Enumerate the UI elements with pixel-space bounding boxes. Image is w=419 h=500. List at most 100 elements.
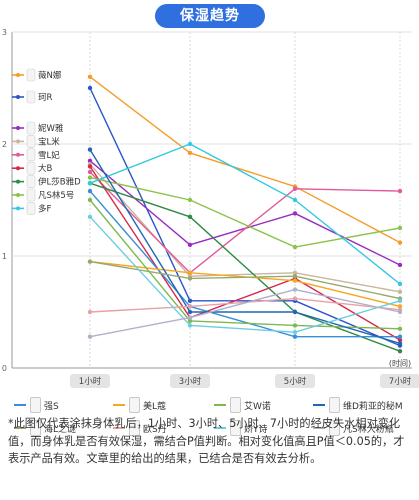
series-line [89,182,401,352]
data-point [187,309,193,315]
data-point [87,85,93,91]
x-tick-label: 5小时 [284,376,307,387]
data-point [292,244,298,250]
x-tick-label: 3小时 [179,376,202,387]
data-point [397,309,403,315]
series-line [89,143,401,285]
data-point [292,296,298,301]
legend-marker [16,73,20,77]
legend-item: 强S [14,397,59,413]
data-point [292,278,298,283]
legend-label: 欧S丹 [143,424,167,435]
product-bottle-icon [129,397,140,413]
data-point [187,318,193,324]
legend-label: 珂R [38,93,53,103]
data-point [187,197,193,203]
series-line [89,260,401,300]
product-bottle-icon [329,420,340,436]
data-point [292,273,298,279]
series-line [89,297,401,313]
series-line [89,160,401,266]
data-point [292,211,298,216]
series-line [89,288,401,338]
data-point [397,289,403,295]
data-point [87,158,93,163]
legend-label: 娇Y诗 [244,424,268,435]
data-point [87,147,93,152]
legend-marker [16,126,20,130]
data-point [87,188,93,194]
data-point [87,259,93,264]
data-point [292,329,298,335]
data-point [187,315,193,320]
legend-product-icon [26,121,36,135]
data-point [397,225,403,231]
legend-label: 薇N娜 [38,70,62,81]
legend-label: 雪L妃 [38,150,60,161]
data-point [292,270,298,275]
legend-label: 伊L莎B雅D [38,177,81,188]
data-point [292,287,298,292]
data-point [397,188,403,194]
chart-title: 保湿趋势 [155,4,265,28]
legend-product-icon [26,68,36,82]
x-tick-label: 7小时 [389,376,412,387]
legend-label: 维D莉亚的秘M [343,401,403,412]
legend-marker [16,152,20,157]
data-point [187,214,193,219]
legend-marker [16,95,20,99]
data-point [397,262,403,268]
legend-item: 凡S林大粉瓶 [313,420,394,436]
legend-item: 艾W诺 [214,397,271,413]
legend-label: 美L蔻 [143,401,167,412]
x-tick-bg [170,374,210,388]
legend-label: 大B [38,163,53,174]
series-line [89,149,401,345]
x-tick-label: 1小时 [79,376,102,387]
data-point [187,141,193,147]
data-point [292,309,298,315]
data-point [292,334,298,339]
y-tick-label: 2 [2,140,7,149]
data-point [397,298,403,303]
data-point [187,270,193,275]
data-point [87,169,93,175]
legend-label: 妮W雅 [38,123,64,134]
legend-product-icon [26,135,36,148]
product-bottle-icon [30,420,41,436]
data-point [187,298,193,303]
product-bottle-icon [230,397,241,413]
legend-marker [16,206,20,211]
series-line [89,87,401,347]
legend-item: 美L蔻 [113,397,166,413]
data-point [187,304,193,309]
product-bottle-icon [230,420,241,436]
x-tick-bg [380,374,419,388]
legend-label: 凡S林大粉瓶 [343,424,394,435]
data-point [87,197,93,203]
legend-item: 娇Y诗 [214,420,268,436]
series-line [89,166,401,341]
legend-item: 维D莉亚的秘M [313,397,403,413]
legend-label: 强S [44,401,59,412]
legend-marker [16,179,20,184]
y-tick-label: 3 [2,28,7,37]
legend-label: 多F [38,203,52,214]
data-point [397,240,403,245]
legend-label: 海L之谜 [44,424,77,435]
legend-swatch [14,427,26,429]
data-point [397,326,403,331]
legend-swatch [313,404,325,406]
legend-item: 欧S丹 [113,420,167,436]
data-point [87,175,93,180]
legend-swatch [14,404,26,406]
data-point [397,334,403,339]
series-line [89,176,401,248]
data-point [87,214,93,219]
product-bottle-icon [30,397,41,413]
data-point [292,323,298,328]
legend-product-icon [26,90,36,104]
data-point [397,304,403,309]
legend-product-icon [26,175,36,188]
